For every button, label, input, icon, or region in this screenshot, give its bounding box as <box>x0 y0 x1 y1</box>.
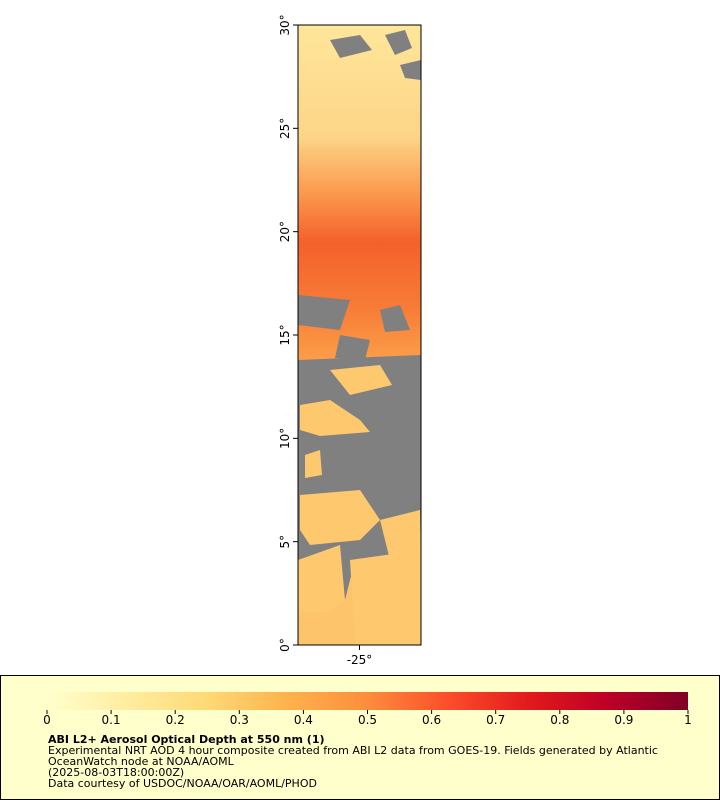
y-tick-label: 30° <box>278 14 292 35</box>
colorbar-tick-label: 0.9 <box>614 713 633 727</box>
legend-line: Experimental NRT AOD 4 hour composite cr… <box>48 744 658 757</box>
y-tick-label: 25° <box>278 118 292 139</box>
colorbar-tick-label: 0.5 <box>358 713 377 727</box>
colorbar-tick-label: 0.7 <box>486 713 505 727</box>
y-tick-label: 10° <box>278 428 292 449</box>
legend-line: (2025-08-03T18:00:00Z) <box>48 766 184 779</box>
y-tick-label: 15° <box>278 324 292 345</box>
colorbar-tick-label: 1 <box>684 713 692 727</box>
colorbar <box>47 692 688 710</box>
x-tick-label: -25° <box>347 653 373 667</box>
colorbar-tick-label: 0.3 <box>230 713 249 727</box>
legend-title: ABI L2+ Aerosol Optical Depth at 550 nm … <box>48 733 325 746</box>
aod-map <box>298 25 421 645</box>
y-tick-label: 5° <box>278 535 292 549</box>
y-tick-label: 0° <box>278 638 292 652</box>
colorbar-tick-label: 0 <box>43 713 51 727</box>
colorbar-tick-label: 0.6 <box>422 713 441 727</box>
colorbar-tick-label: 0.2 <box>166 713 185 727</box>
colorbar-tick-label: 0.8 <box>550 713 569 727</box>
legend-line: Data courtesy of USDOC/NOAA/OAR/AOML/PHO… <box>48 777 317 790</box>
legend-line: OceanWatch node at NOAA/AOML <box>48 755 235 768</box>
y-tick-label: 20° <box>278 221 292 242</box>
colorbar-tick-label: 0.4 <box>294 713 313 727</box>
colorbar-tick-label: 0.1 <box>102 713 121 727</box>
